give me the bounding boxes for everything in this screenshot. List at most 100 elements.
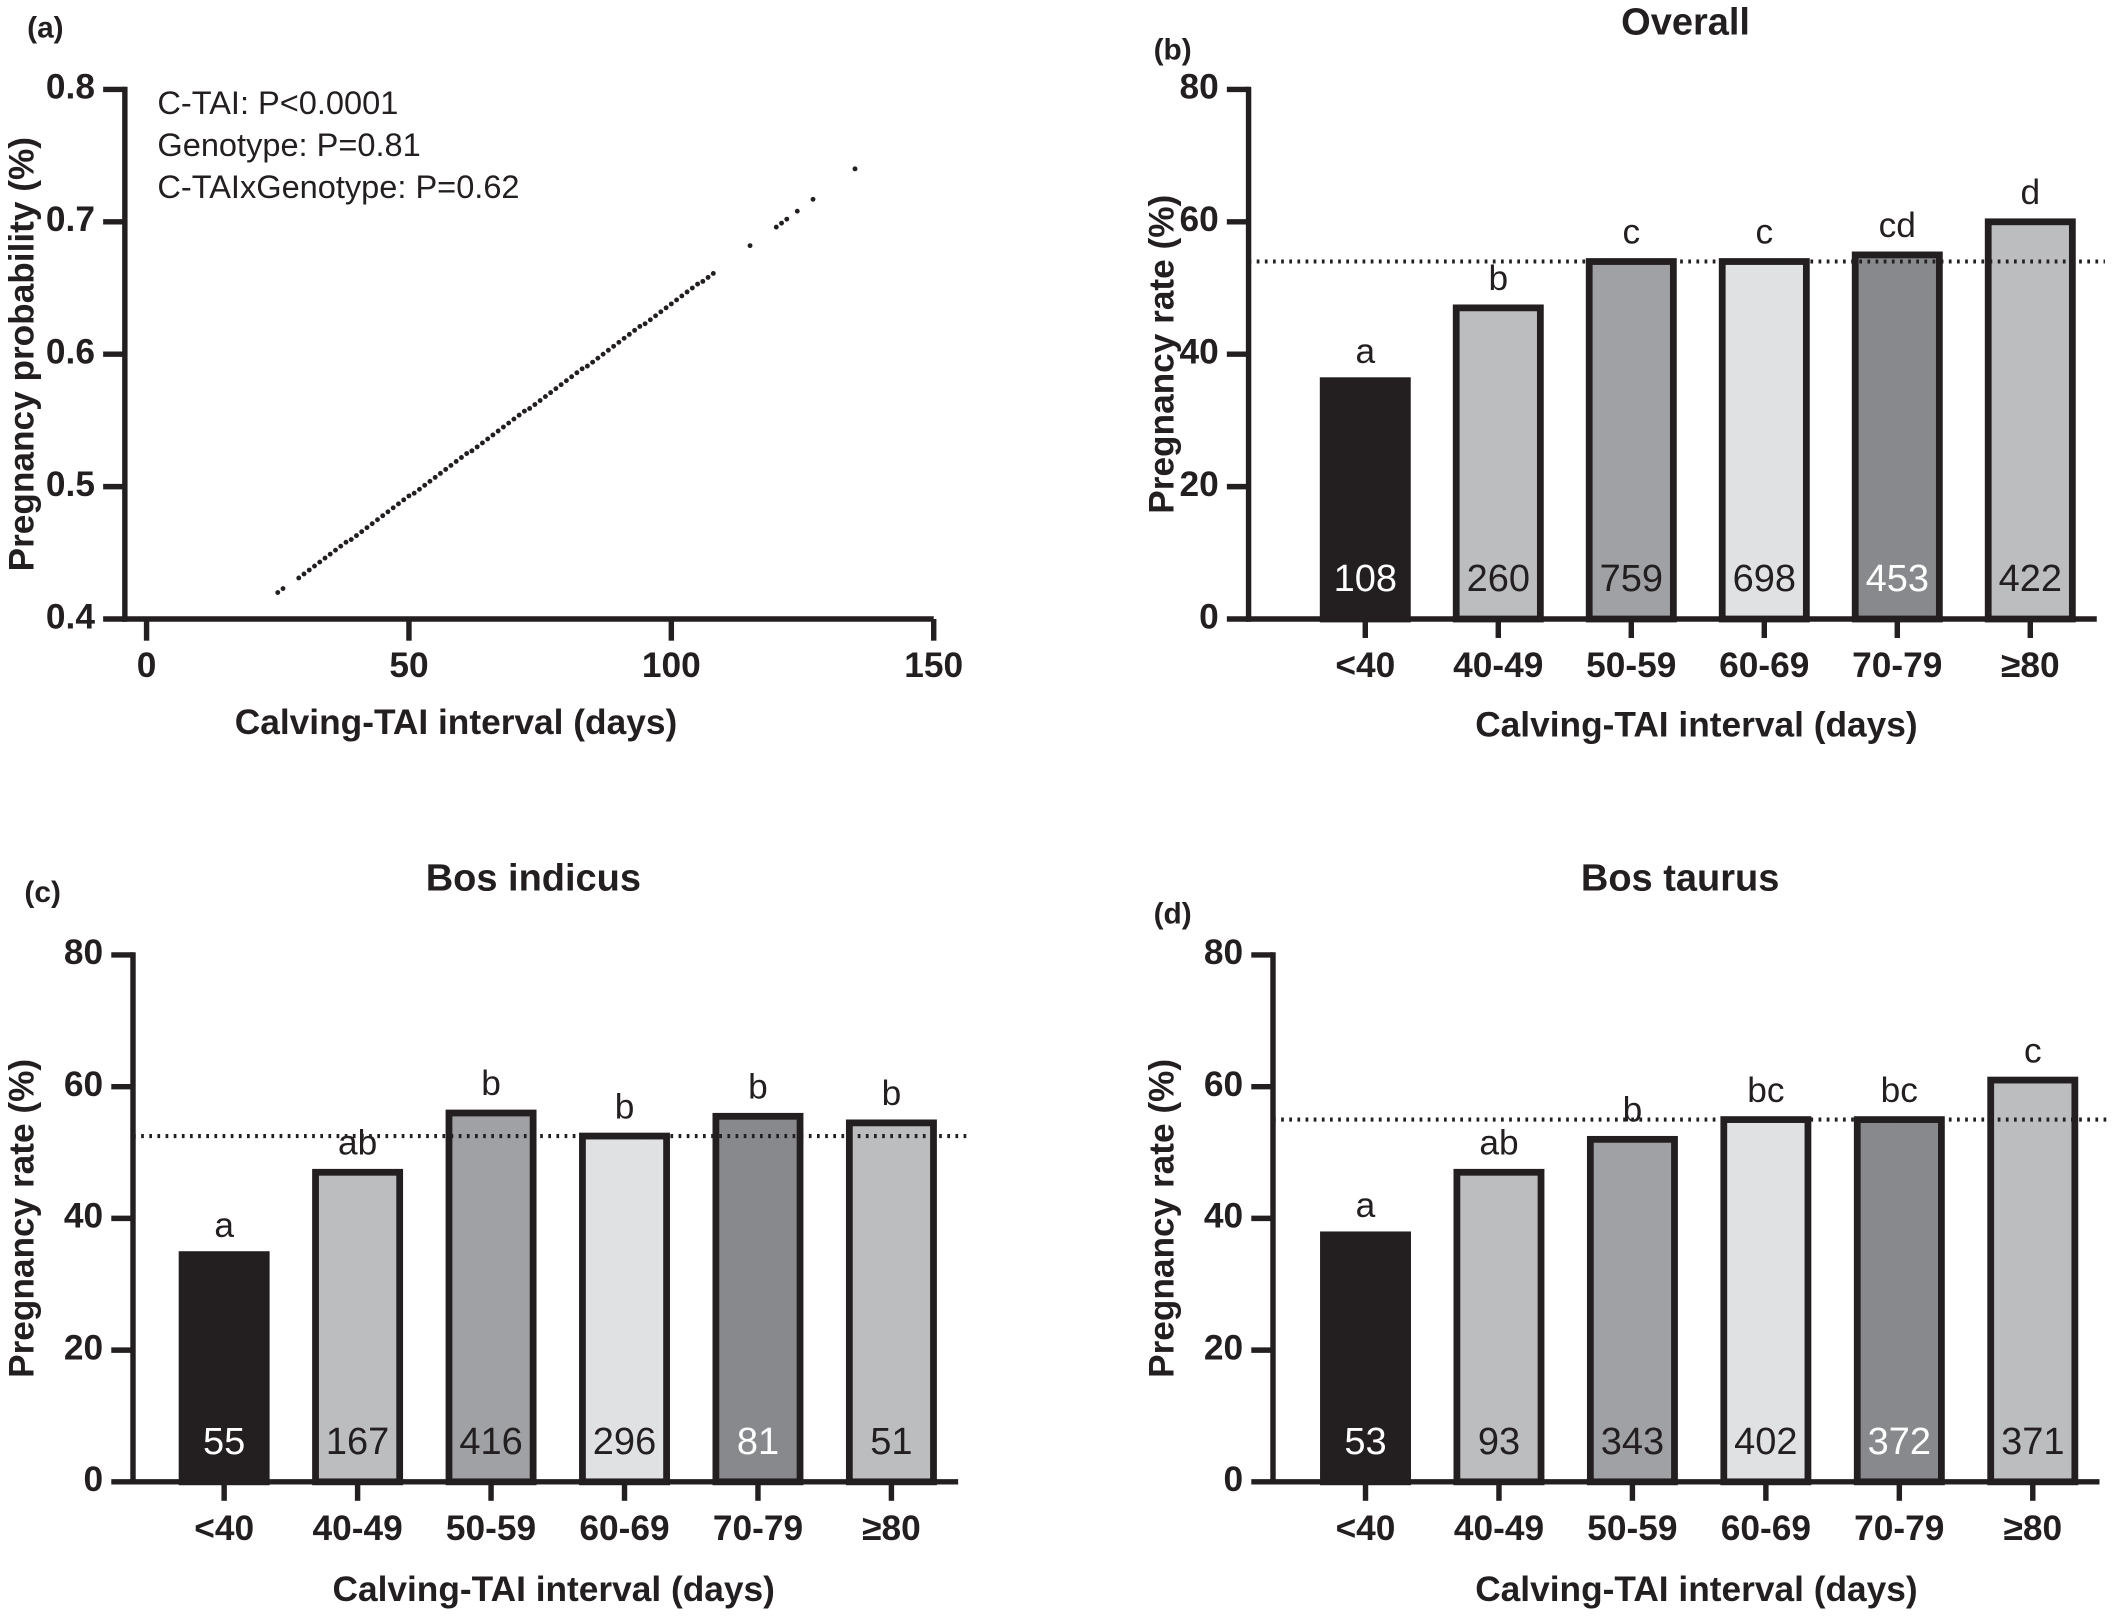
point <box>674 297 680 303</box>
count-label: 422 <box>1999 558 2062 600</box>
point <box>647 317 653 323</box>
point <box>621 335 627 341</box>
y-tick-label: 60 <box>64 1065 103 1104</box>
bar <box>1984 218 2076 623</box>
point <box>700 278 706 284</box>
significance-letter: cd <box>1879 206 1916 245</box>
x-tick-label: <40 <box>194 1509 254 1548</box>
point <box>553 386 559 392</box>
count-label: 93 <box>1478 1421 1520 1463</box>
point <box>495 428 501 434</box>
x-tick-label: 50 <box>389 646 428 685</box>
point <box>474 444 480 450</box>
x-tick-label: 70-79 <box>713 1509 803 1548</box>
x-tick-label: 0 <box>137 646 157 685</box>
point <box>280 586 286 591</box>
x-tick-label: 60-69 <box>579 1509 669 1548</box>
count-label: 108 <box>1334 558 1397 600</box>
y-axis-label: Pregnancy rate (%) <box>1143 1059 1182 1378</box>
annotation: C-TAI: P<0.0001 <box>157 85 398 121</box>
count-label: 260 <box>1467 558 1530 600</box>
bar <box>445 1109 537 1486</box>
point <box>542 394 548 400</box>
y-tick-label: 0 <box>84 1460 104 1499</box>
x-tick-label: ≥80 <box>2003 1509 2062 1548</box>
point <box>579 366 585 372</box>
x-tick-label: 50-59 <box>1586 646 1676 685</box>
point <box>548 390 554 396</box>
point <box>574 370 580 376</box>
point <box>306 567 312 573</box>
point <box>464 451 470 456</box>
x-tick-label: 40-49 <box>1453 646 1543 685</box>
significance-letter: a <box>1356 1186 1376 1225</box>
point <box>584 363 590 369</box>
x-tick-label: 70-79 <box>1852 646 1942 685</box>
y-tick-label: 0.8 <box>46 68 95 107</box>
point <box>406 493 412 499</box>
point <box>385 509 391 515</box>
point <box>359 529 365 535</box>
y-tick-label: 20 <box>64 1328 103 1367</box>
count-label: 51 <box>870 1421 912 1463</box>
point <box>396 501 401 507</box>
point <box>626 331 632 337</box>
point <box>689 285 695 291</box>
point <box>710 271 716 276</box>
point <box>296 575 302 581</box>
x-tick-label: <40 <box>1336 1509 1396 1548</box>
count-label: 53 <box>1344 1421 1386 1463</box>
point <box>521 408 527 414</box>
point <box>427 478 433 484</box>
point <box>653 313 659 319</box>
x-tick-label: ≥80 <box>2001 646 2060 685</box>
count-label: 296 <box>593 1421 656 1463</box>
bar <box>712 1112 804 1486</box>
point <box>453 459 459 464</box>
point <box>338 543 344 549</box>
bar <box>1319 377 1411 623</box>
point <box>479 440 485 446</box>
significance-letter: b <box>615 1087 635 1126</box>
point <box>380 513 386 519</box>
point <box>516 412 522 418</box>
significance-letter: a <box>1355 332 1375 371</box>
significance-letter: b <box>1623 1091 1643 1130</box>
point <box>500 424 506 430</box>
panel-label: (b) <box>1154 33 1192 66</box>
count-label: 81 <box>737 1421 779 1463</box>
point <box>537 398 543 403</box>
point <box>511 416 517 422</box>
point <box>569 374 575 380</box>
point <box>275 590 281 595</box>
bar <box>1452 304 1544 623</box>
count-label: 55 <box>203 1421 245 1463</box>
point <box>558 382 564 388</box>
point <box>705 274 711 280</box>
x-tick-label: 60-69 <box>1719 646 1809 685</box>
significance-letter: a <box>214 1206 234 1245</box>
point <box>343 539 349 545</box>
x-tick-label: 60-69 <box>1721 1509 1811 1548</box>
y-tick-label: 0.7 <box>46 200 95 239</box>
x-tick-label: <40 <box>1335 646 1395 685</box>
count-label: 453 <box>1866 558 1929 600</box>
chart-title: Bos indicus <box>426 857 641 899</box>
significance-letter: bc <box>1747 1071 1784 1110</box>
point <box>437 470 443 476</box>
x-axis-label: Calving-TAI interval (days) <box>235 703 677 742</box>
point <box>532 402 538 407</box>
y-tick-label: 80 <box>1204 933 1243 972</box>
point <box>663 305 669 311</box>
point <box>637 323 643 329</box>
count-label: 698 <box>1733 558 1796 600</box>
point <box>684 289 690 295</box>
y-tick-label: 0.6 <box>46 333 95 372</box>
point <box>632 327 638 333</box>
x-tick-label: 40-49 <box>312 1509 402 1548</box>
y-tick-label: 40 <box>1179 333 1218 372</box>
point <box>595 355 601 361</box>
point <box>810 196 816 202</box>
point <box>401 497 407 503</box>
